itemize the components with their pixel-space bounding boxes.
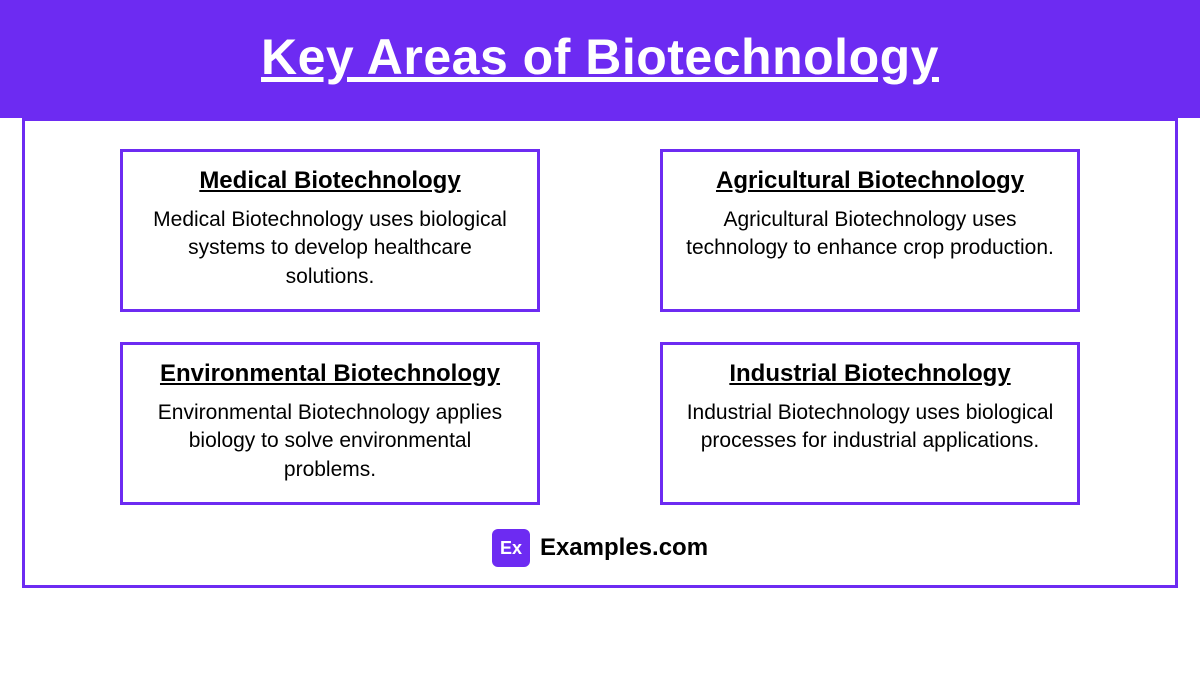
card-title: Medical Biotechnology xyxy=(143,166,517,196)
card-title: Agricultural Biotechnology xyxy=(683,166,1057,196)
card-title: Industrial Biotechnology xyxy=(683,359,1057,389)
card-description: Industrial Biotechnology uses biological… xyxy=(683,399,1057,456)
footer-logo-area: Ex Examples.com xyxy=(85,529,1115,567)
card-medical: Medical Biotechnology Medical Biotechnol… xyxy=(120,149,540,312)
card-environmental: Environmental Biotechnology Environmenta… xyxy=(120,342,540,505)
logo-icon: Ex xyxy=(492,529,530,567)
cards-grid: Medical Biotechnology Medical Biotechnol… xyxy=(85,149,1115,505)
card-description: Agricultural Biotechnology uses technolo… xyxy=(683,206,1057,263)
logo-text: Examples.com xyxy=(540,534,708,562)
page-title: Key Areas of Biotechnology xyxy=(0,28,1200,86)
content-frame: Medical Biotechnology Medical Biotechnol… xyxy=(22,118,1178,588)
header-banner: Key Areas of Biotechnology xyxy=(0,0,1200,118)
card-industrial: Industrial Biotechnology Industrial Biot… xyxy=(660,342,1080,505)
logo-abbr: Ex xyxy=(500,538,522,559)
card-agricultural: Agricultural Biotechnology Agricultural … xyxy=(660,149,1080,312)
card-description: Medical Biotechnology uses biological sy… xyxy=(143,206,517,291)
card-title: Environmental Biotechnology xyxy=(143,359,517,389)
card-description: Environmental Biotechnology applies biol… xyxy=(143,399,517,484)
